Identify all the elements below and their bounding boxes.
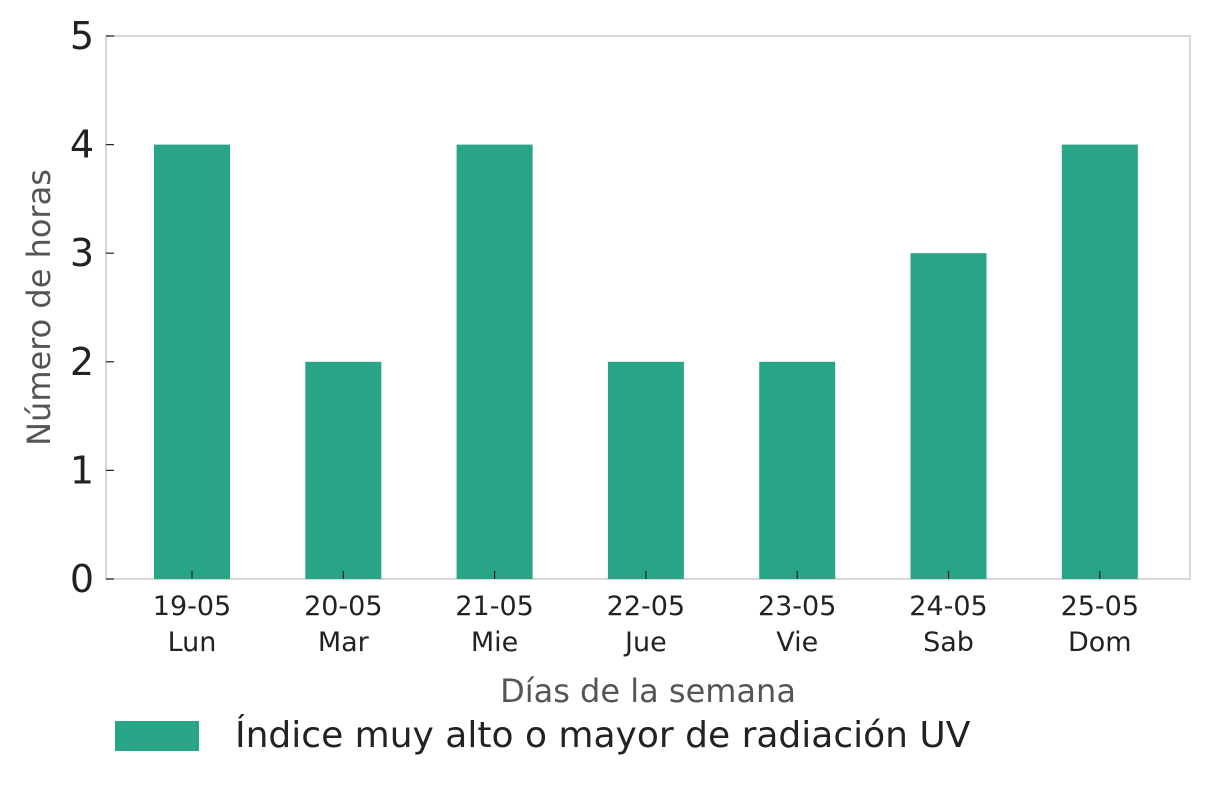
x-tick-label-date: 24-05 [909,591,987,622]
x-tick-label-date: 25-05 [1061,591,1139,622]
y-tick-label: 3 [70,231,94,275]
x-axis-label: Días de la semana [500,672,796,710]
bar-mie [456,144,533,579]
bar-dom [1061,144,1138,579]
bars [154,144,1138,579]
x-tick-label-day: Sab [923,627,974,658]
legend-swatch [115,721,199,751]
x-tick-label-day: Mie [471,627,518,658]
y-tick-label: 2 [70,340,94,384]
x-tick-label-day: Mar [318,627,370,658]
x-tick-label-date: 23-05 [758,591,836,622]
y-tick-label: 1 [70,448,94,492]
bar-mar [305,361,382,579]
x-tick-label-day: Dom [1068,627,1132,658]
x-tick-label-date: 19-05 [153,591,231,622]
x-tick-label-date: 22-05 [607,591,685,622]
y-tick-label: 4 [70,123,94,167]
y-tick-label: 5 [70,14,94,58]
bar-lun [154,144,230,579]
legend-label: Índice muy alto o mayor de radiación UV [235,715,971,756]
x-tick-label-day: Vie [776,627,818,658]
x-tick-label-day: Jue [623,627,667,658]
y-tick-label: 0 [70,557,94,601]
x-tick-label-date: 20-05 [304,591,382,622]
bar-vie [759,361,836,579]
bar-sab [910,253,987,579]
x-tick-label-date: 21-05 [455,591,533,622]
bar-jue [607,361,684,579]
x-tick-label-day: Lun [168,627,217,658]
ticks: 0 1 2 3 4 5 19-05 Lun 20-05 Mar 21-05 Mie 22-05 Jue 23… [70,14,1139,658]
y-axis-label: Número de horas [20,169,58,446]
legend: Índice muy alto o mayor de radiación UV [115,718,970,754]
